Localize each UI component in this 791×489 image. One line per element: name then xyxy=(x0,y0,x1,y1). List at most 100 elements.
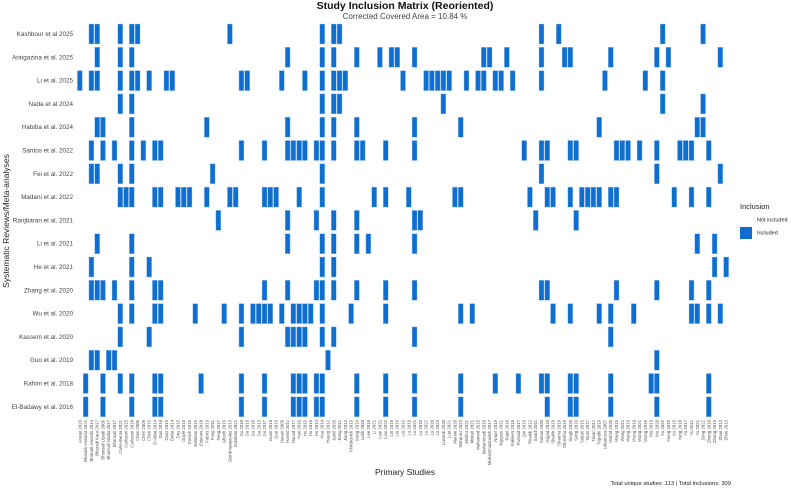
heatmap-cell-included xyxy=(117,93,123,115)
heatmap-cell-included xyxy=(417,210,423,231)
heatmap-cell-included xyxy=(331,47,337,68)
heatmap-cell-included xyxy=(694,116,700,138)
heatmap-cell-included xyxy=(284,210,291,231)
y-tick-label: Santos et al. 2022 xyxy=(22,148,73,155)
heatmap-cell-included xyxy=(354,210,360,231)
x-tick-label: Rinaldi 2012 xyxy=(527,419,532,443)
heatmap-cell-included xyxy=(411,47,418,68)
heatmap-cell-included xyxy=(608,396,614,417)
x-tick-label: Mamie 2020 xyxy=(452,419,457,443)
x-tick-label: Liu 2016 xyxy=(395,419,400,436)
heatmap-cell-included xyxy=(117,186,123,208)
x-tick-label: Sajjad 2015 xyxy=(545,419,550,442)
heatmap-cell-included xyxy=(157,396,164,417)
heatmap-cell-included xyxy=(186,186,193,208)
heatmap-cell-included xyxy=(411,396,418,417)
heatmap-cell-included xyxy=(354,233,360,254)
heatmap-cell-included xyxy=(458,373,464,394)
heatmap-cell-included xyxy=(152,280,158,301)
x-tick-label: Sahoo 2020 xyxy=(539,419,544,443)
heatmap-cell-included xyxy=(157,373,164,394)
x-tick-label: Dresch 2015 xyxy=(187,419,192,444)
x-tick-label: Patel 2018 xyxy=(504,419,509,440)
heatmap-cell-included xyxy=(319,303,325,324)
heatmap-cell-included xyxy=(608,326,614,348)
heatmap-cell-included xyxy=(544,280,550,301)
x-tick-label: Bhansali Nadia 2017 xyxy=(106,419,111,459)
heatmap-cell-included xyxy=(688,186,695,208)
heatmap-cell-included xyxy=(671,186,677,208)
heatmap-cell-included xyxy=(654,373,660,394)
heatmap-cell-included xyxy=(129,70,135,91)
heatmap-cell-included xyxy=(308,303,314,324)
heatmap-cell-included xyxy=(290,373,297,394)
heatmap-cell-included xyxy=(331,280,337,301)
heatmap-cell-included xyxy=(550,303,556,324)
heatmap-cell-included xyxy=(354,116,360,138)
x-tick-label: Guan 2018 xyxy=(268,419,273,441)
x-tick-label: Liu 2019 xyxy=(401,419,406,436)
heatmap-cell-included xyxy=(129,23,135,45)
x-tick-label: Kong 2014 xyxy=(354,419,359,440)
heatmap-cell-included xyxy=(608,47,614,68)
heatmap-cell-included xyxy=(700,116,706,138)
heatmap-cell-included xyxy=(608,186,614,208)
legend-key-not-included xyxy=(740,214,752,226)
x-tick-label: Lu 2020 xyxy=(429,419,434,435)
heatmap-cell-included xyxy=(279,303,285,324)
heatmap-cell-included xyxy=(654,140,660,161)
heatmap-cell-included xyxy=(238,303,245,324)
heatmap-cell-included xyxy=(261,186,268,208)
x-tick-label: Lian 2022 xyxy=(377,419,382,438)
x-tick-label: Li 2021 xyxy=(372,419,377,434)
x-tick-label: Tiwari 2011 xyxy=(591,419,596,441)
heatmap-cell-included xyxy=(561,47,568,68)
heatmap-cell-included xyxy=(573,373,579,394)
x-tick-label: Hu 2014 xyxy=(314,419,319,436)
heatmap-cell-included xyxy=(631,303,637,324)
heatmap-cell-included xyxy=(82,373,89,394)
x-tick-label: Wang 2021 xyxy=(637,419,642,441)
heatmap-cell-included xyxy=(204,186,210,208)
heatmap-cell-included xyxy=(273,186,279,208)
heatmap-cell-included xyxy=(706,303,712,324)
heatmap-cell-included xyxy=(452,186,458,208)
heatmap-cell-included xyxy=(608,373,614,394)
heatmap-cell-included xyxy=(129,280,135,301)
y-tick-label: Ranjbaran et al. 2021 xyxy=(13,217,74,224)
heatmap-cell-included xyxy=(683,140,689,161)
footer-totals: Total unique studies: 113 | Total inclus… xyxy=(610,481,731,487)
heatmap-cell-included xyxy=(290,303,297,324)
heatmap-cell-included xyxy=(498,70,504,91)
heatmap-cell-included xyxy=(117,326,123,348)
heatmap-cell-included xyxy=(106,350,112,371)
x-tick-label: Gu 2017 xyxy=(262,419,267,436)
heatmap-cell-included xyxy=(290,396,297,417)
legend-label-included: Included xyxy=(757,231,778,237)
heatmap-cell-included xyxy=(117,373,123,394)
heatmap-cell-included xyxy=(302,140,308,161)
x-tick-label: Doyle 2015 xyxy=(181,419,186,441)
heatmap-cell-included xyxy=(331,93,337,115)
x-tick-label: Zhang 2019 xyxy=(712,419,717,443)
heatmap-cell-included xyxy=(261,280,268,301)
heatmap-cell-included xyxy=(129,303,135,324)
heatmap-cell-included xyxy=(319,326,325,348)
heatmap-cell-included xyxy=(117,70,123,91)
heatmap-cell-included xyxy=(94,70,100,91)
heatmap-cell-included xyxy=(261,303,268,324)
y-tick-label: Wu et al. 2020 xyxy=(33,311,74,318)
heatmap-cell-included xyxy=(319,186,325,208)
x-tick-label: Gobbato 2021 xyxy=(233,419,238,447)
y-tick-label: El-Badawy et al. 2016 xyxy=(12,404,74,411)
heatmap-cell-included xyxy=(129,373,135,394)
heatmap-cell-included xyxy=(538,23,545,45)
x-tick-label: Sharma 2018 xyxy=(556,419,561,445)
x-tick-label: Chen 2006 xyxy=(135,419,140,441)
heatmap-cell-included xyxy=(706,186,712,208)
x-tick-label: Fang 2011 xyxy=(210,419,215,440)
heatmap-cell-included xyxy=(538,280,545,301)
x-tick-label: Song 2019 xyxy=(574,419,579,440)
heatmap-cell-included xyxy=(342,70,348,91)
heatmap-cell-included xyxy=(659,70,666,91)
